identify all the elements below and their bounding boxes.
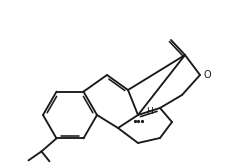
Text: H: H bbox=[146, 108, 153, 116]
Text: O: O bbox=[204, 70, 212, 80]
